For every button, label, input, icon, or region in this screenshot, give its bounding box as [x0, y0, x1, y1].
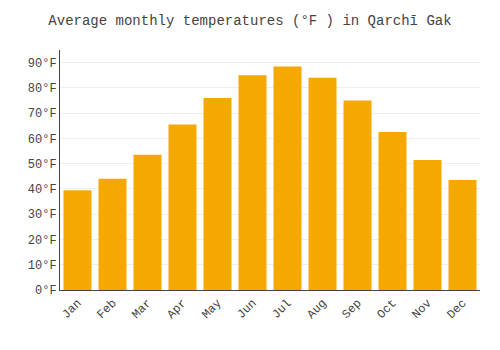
svg-text:Jan: Jan	[59, 297, 84, 322]
svg-text:30°F: 30°F	[28, 208, 57, 222]
svg-text:Feb: Feb	[94, 297, 119, 322]
svg-text:70°F: 70°F	[28, 107, 57, 121]
svg-text:60°F: 60°F	[28, 133, 57, 147]
svg-text:Jun: Jun	[234, 297, 259, 322]
svg-text:Apr: Apr	[164, 297, 189, 322]
svg-text:0°F: 0°F	[35, 284, 57, 298]
svg-text:Jul: Jul	[269, 297, 294, 322]
svg-text:20°F: 20°F	[28, 234, 57, 248]
svg-text:80°F: 80°F	[28, 82, 57, 96]
svg-text:Sep: Sep	[339, 297, 364, 322]
svg-text:90°F: 90°F	[28, 57, 57, 71]
svg-text:10°F: 10°F	[28, 259, 57, 273]
svg-text:Dec: Dec	[444, 297, 469, 322]
svg-text:Mar: Mar	[129, 297, 154, 322]
svg-text:40°F: 40°F	[28, 183, 57, 197]
svg-text:Nov: Nov	[409, 297, 434, 322]
svg-text:May: May	[199, 297, 224, 322]
svg-text:50°F: 50°F	[28, 158, 57, 172]
svg-text:Aug: Aug	[304, 297, 329, 322]
svg-text:Oct: Oct	[374, 297, 399, 322]
svg-text:Average monthly temperatures (: Average monthly temperatures (°F ) in Qa…	[48, 13, 451, 29]
